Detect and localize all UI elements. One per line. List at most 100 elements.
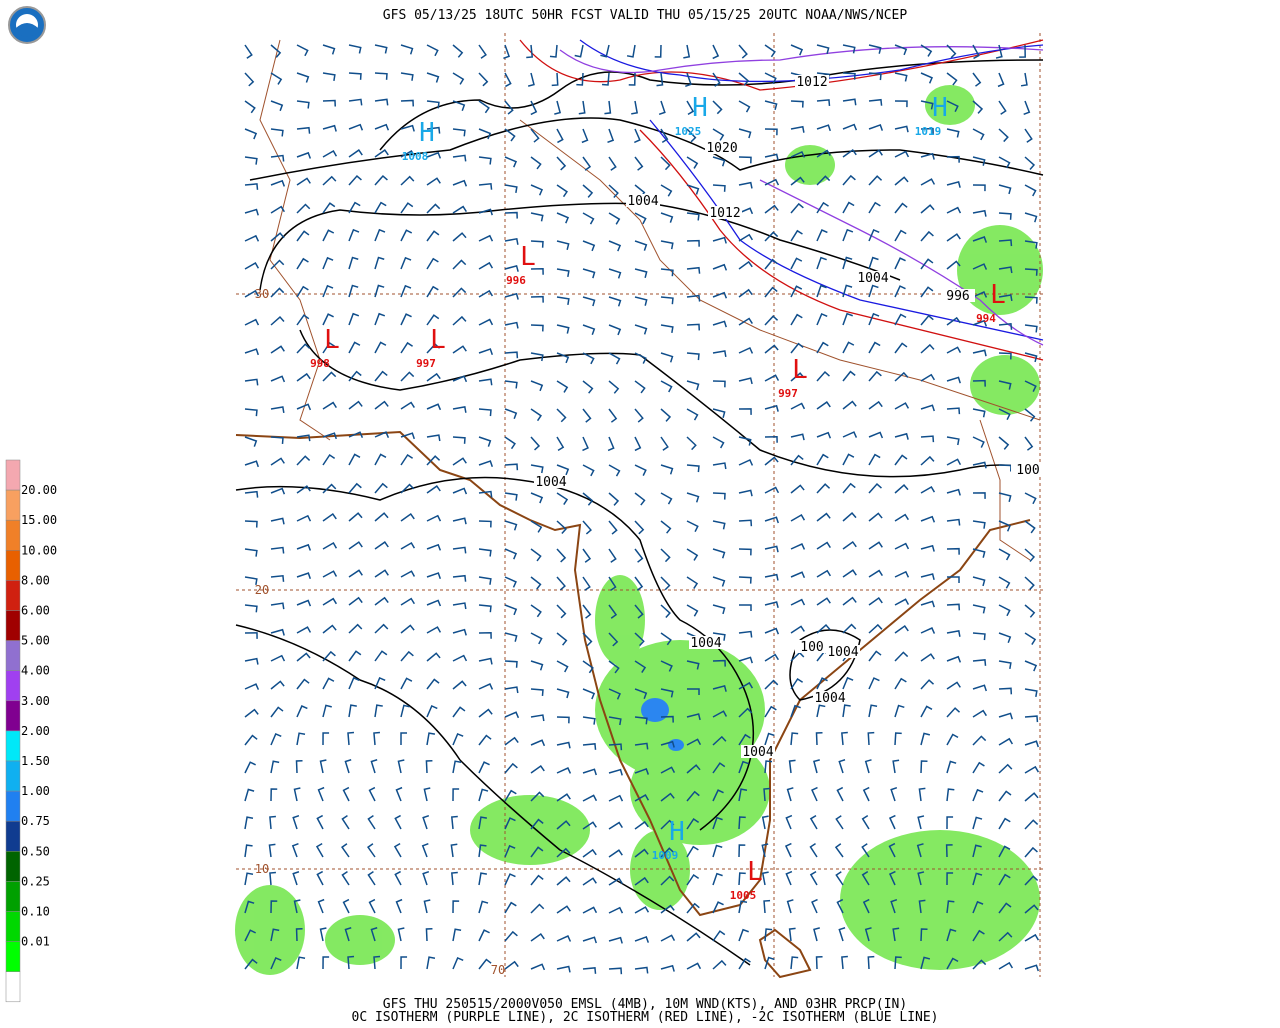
wind-barb	[763, 899, 771, 914]
precip-area	[630, 735, 770, 845]
wind-barb	[790, 372, 805, 382]
wind-barb	[972, 156, 986, 166]
wind-barb	[504, 686, 519, 694]
wind-barb	[712, 604, 726, 615]
wind-barb	[811, 786, 818, 802]
wind-barb	[842, 341, 855, 354]
wind-barb	[400, 732, 408, 746]
wind-barb	[660, 520, 672, 534]
wind-barb	[373, 731, 381, 746]
wind-barb	[426, 126, 441, 134]
wind-barb	[374, 453, 387, 466]
wind-barb	[920, 705, 933, 718]
wind-barb	[868, 124, 884, 131]
wind-barb	[946, 518, 961, 526]
wind-barb	[764, 44, 776, 58]
wind-barb	[394, 814, 402, 830]
wind-barb	[368, 898, 376, 914]
wind-barb	[972, 436, 985, 448]
wind-barb	[862, 898, 870, 914]
wind-barb	[738, 260, 753, 270]
wind-barb	[582, 352, 595, 365]
wind-barb	[600, 44, 610, 58]
wind-barb	[686, 352, 700, 361]
wind-barb	[660, 875, 675, 886]
wind-barb	[397, 759, 405, 774]
legend-swatch	[5, 459, 21, 491]
wind-barb	[790, 598, 806, 606]
wind-barb	[374, 370, 388, 382]
wind-barb	[296, 652, 311, 662]
wind-barb	[504, 960, 519, 970]
wind-barb	[244, 234, 260, 242]
isobar	[299, 329, 1044, 478]
wind-barb	[478, 683, 494, 690]
wind-barb	[738, 707, 753, 718]
wind-barb	[322, 284, 334, 298]
wind-barb	[452, 315, 467, 326]
legend-label: 15.00	[21, 513, 57, 527]
wind-barb	[790, 176, 805, 186]
wind-barb	[322, 175, 337, 186]
isobar-label: 100	[800, 640, 823, 655]
wind-barb	[270, 928, 280, 942]
wind-barb	[270, 154, 285, 162]
wind-barb	[244, 378, 259, 386]
wind-barb	[244, 460, 259, 468]
wind-barb	[296, 572, 312, 580]
wind-barb	[582, 212, 595, 225]
wind-barb	[946, 72, 958, 86]
wind-barb	[608, 849, 623, 858]
precip-area	[595, 575, 645, 665]
wind-barb	[634, 632, 645, 647]
wind-barb	[998, 294, 1013, 302]
wind-barb	[374, 512, 389, 522]
wind-barb	[504, 72, 512, 88]
wind-barb	[998, 100, 1007, 115]
wind-barb	[348, 174, 362, 186]
wind-barb	[608, 716, 622, 726]
wind-barb	[244, 816, 254, 830]
wind-barb	[842, 148, 857, 158]
wind-barb	[998, 380, 1012, 390]
wind-barb	[348, 44, 362, 54]
precip	[235, 85, 1043, 975]
wind-barb	[601, 72, 610, 86]
wind-barb	[920, 600, 935, 608]
wind-barb	[813, 927, 820, 942]
wind-barb	[400, 677, 413, 690]
wind-barb	[530, 492, 544, 504]
wind-barb	[738, 44, 748, 59]
wind-barb	[712, 236, 727, 244]
wind-barb	[270, 406, 285, 414]
wind-barb	[864, 759, 872, 774]
wind-barb	[316, 814, 324, 830]
wind-barb	[972, 349, 987, 357]
wind-barb	[920, 127, 934, 135]
wind-barb	[295, 760, 303, 774]
wind-barb	[788, 927, 796, 942]
wind-barb	[998, 322, 1013, 330]
wind-barb	[452, 900, 460, 914]
wind-barb	[452, 128, 466, 137]
wind-barb	[527, 72, 535, 87]
wind-barb	[530, 963, 546, 971]
wind-barb	[1024, 380, 1037, 392]
wind-barb	[1024, 875, 1039, 886]
wind-barb	[712, 959, 727, 970]
wind-barb	[738, 317, 753, 326]
wind-barb	[423, 899, 431, 914]
wind-barb	[920, 44, 933, 57]
wind-barb	[998, 604, 1011, 617]
wind-barb	[582, 436, 589, 452]
center-value: 1005	[730, 889, 757, 902]
wind-barb	[1024, 296, 1038, 304]
wind-barb	[1024, 933, 1040, 942]
wind-barb	[556, 793, 571, 802]
wind-barb	[892, 927, 900, 942]
isobar-label: 1004	[535, 475, 566, 490]
wind-barb	[400, 541, 416, 550]
wind-barb	[738, 128, 752, 139]
wind-barb	[348, 201, 361, 214]
wind-barb	[530, 874, 544, 886]
